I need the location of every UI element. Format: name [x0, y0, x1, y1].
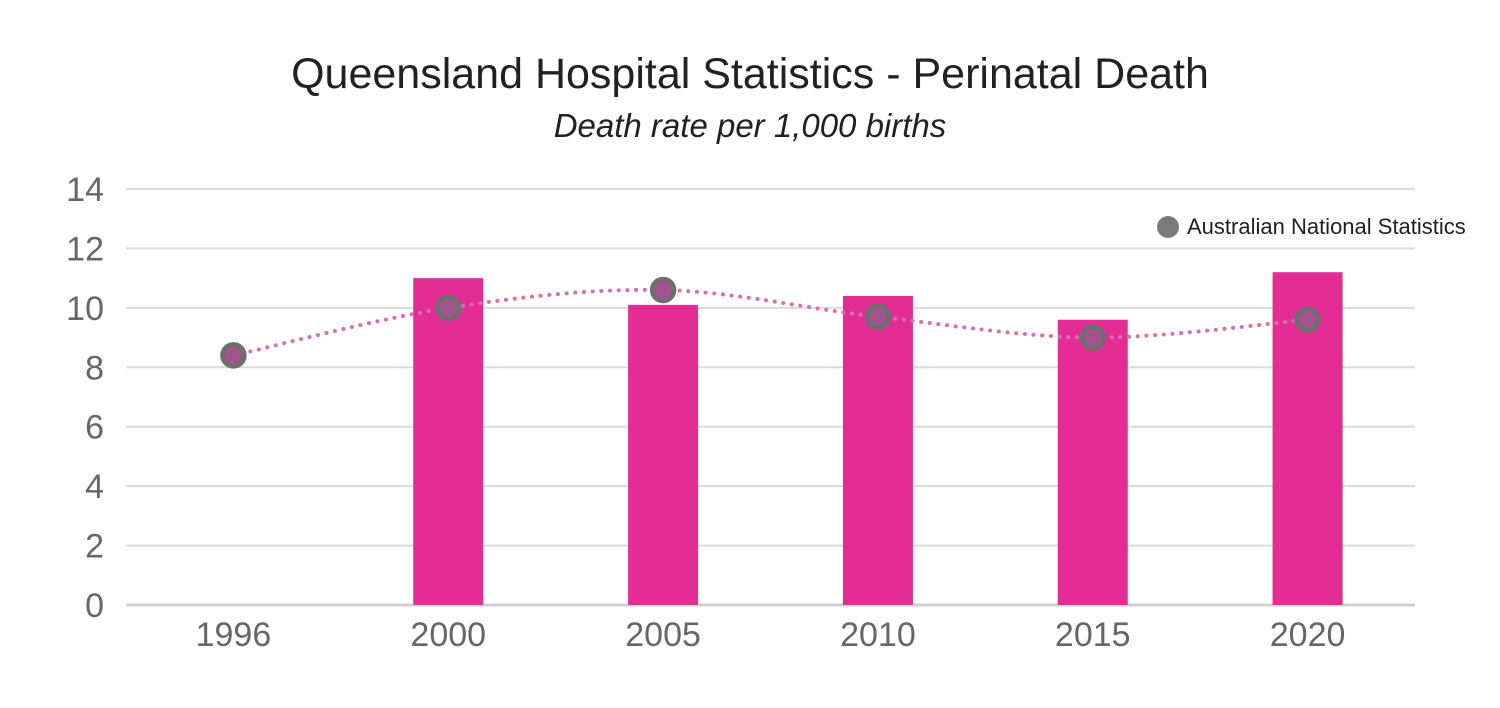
bar-series-layer — [413, 272, 1343, 605]
national-marker-2000 — [435, 294, 462, 322]
chart-title: Queensland Hospital Statistics - Perinat… — [291, 50, 1209, 98]
bar-2015 — [1057, 319, 1128, 605]
national-markers-layer — [220, 276, 1321, 369]
chart-subtitle: Death rate per 1,000 births — [553, 107, 947, 144]
national-marker-2015 — [1079, 324, 1106, 351]
national-marker-1996 — [220, 342, 247, 369]
national-trend-dotted-line — [231, 287, 1310, 358]
national-marker-2020 — [1294, 306, 1321, 333]
x-tick-label-2020: 2020 — [1270, 616, 1346, 654]
bar-2010 — [842, 295, 913, 605]
y-tick-label-12: 12 — [66, 230, 104, 268]
y-tick-label-0: 0 — [85, 587, 104, 625]
legend: Australian National Statistics — [1157, 214, 1466, 239]
x-tick-label-2010: 2010 — [840, 616, 916, 654]
national-marker-2005 — [649, 276, 677, 304]
x-axis-tick-labels: 1996 2000 2005 2010 2015 2020 — [196, 616, 1346, 654]
gridlines-layer — [126, 188, 1415, 607]
legend-marker-icon — [1157, 216, 1179, 238]
y-tick-label-6: 6 — [85, 409, 104, 447]
x-tick-label-2015: 2015 — [1055, 616, 1131, 654]
y-axis-tick-labels: 0 2 4 6 8 10 12 14 — [66, 171, 104, 625]
x-tick-label-1996: 1996 — [196, 616, 272, 654]
y-tick-label-4: 4 — [85, 468, 104, 506]
legend-label: Australian National Statistics — [1187, 214, 1466, 239]
y-tick-label-8: 8 — [85, 349, 104, 387]
bar-2005 — [628, 304, 699, 605]
y-tick-label-10: 10 — [66, 290, 104, 328]
x-tick-label-2000: 2000 — [410, 616, 486, 654]
y-tick-label-2: 2 — [85, 528, 104, 566]
x-tick-label-2005: 2005 — [625, 616, 701, 654]
y-tick-label-14: 14 — [66, 171, 104, 209]
national-marker-2010 — [864, 303, 892, 331]
bar-2000 — [413, 278, 484, 605]
